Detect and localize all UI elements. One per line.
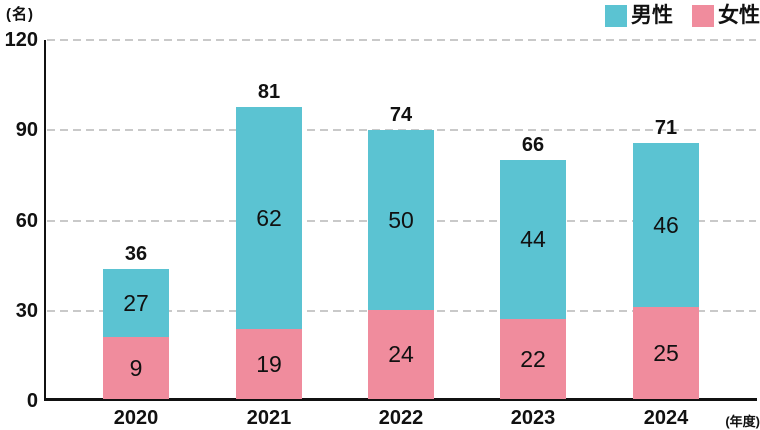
bar-segment-female-2023: 22: [500, 319, 566, 399]
bar-total-label-2023: 66: [521, 134, 545, 156]
legend-color-swatch: [605, 5, 627, 27]
y-tick-label-30: 30: [15, 299, 38, 322]
x-axis-line: [44, 398, 757, 401]
bar-segment-female-2024: 25: [633, 307, 699, 399]
bar-total-label-2024: 71: [654, 117, 678, 139]
bar-total-label-2022: 74: [389, 104, 413, 126]
x-tick-label-2021: 2021: [246, 407, 292, 429]
legend-item-male: 男性: [605, 5, 673, 27]
bar-total-label-2021: 81: [257, 81, 281, 103]
x-tick-label-2023: 2023: [510, 407, 556, 429]
x-tick-label-2024: 2024: [643, 407, 689, 429]
y-tick-label-60: 60: [15, 209, 38, 232]
bar-segment-female-2020: 9: [103, 337, 169, 399]
y-tick-label-0: 0: [26, 390, 38, 412]
bar-segment-male-2023: 44: [500, 160, 566, 319]
bar-segment-male-2024: 46: [633, 143, 699, 307]
bar-segment-female-2022: 24: [368, 310, 434, 399]
y-axis-line: [44, 40, 46, 401]
x-axis-unit-label: (年度): [725, 414, 760, 429]
x-tick-label-2022: 2022: [378, 407, 424, 429]
legend-color-swatch: [692, 5, 714, 27]
x-tick-label-2020: 2020: [113, 407, 159, 429]
bar-segment-female-2021: 19: [236, 329, 302, 399]
legend: 男性 女性: [605, 5, 760, 27]
legend-item-female: 女性: [692, 5, 760, 27]
bar-segment-male-2020: 27: [103, 269, 169, 337]
gridline-120: [47, 39, 756, 41]
y-axis-unit-label: (名): [6, 6, 34, 23]
y-tick-label-90: 90: [15, 119, 38, 142]
bar-segment-male-2021: 62: [236, 107, 302, 329]
bar-segment-male-2022: 50: [368, 130, 434, 310]
y-tick-label-120: 120: [4, 29, 38, 51]
legend-label: 男性: [631, 4, 673, 27]
legend-label: 女性: [718, 4, 760, 27]
bar-total-label-2020: 36: [124, 243, 148, 265]
